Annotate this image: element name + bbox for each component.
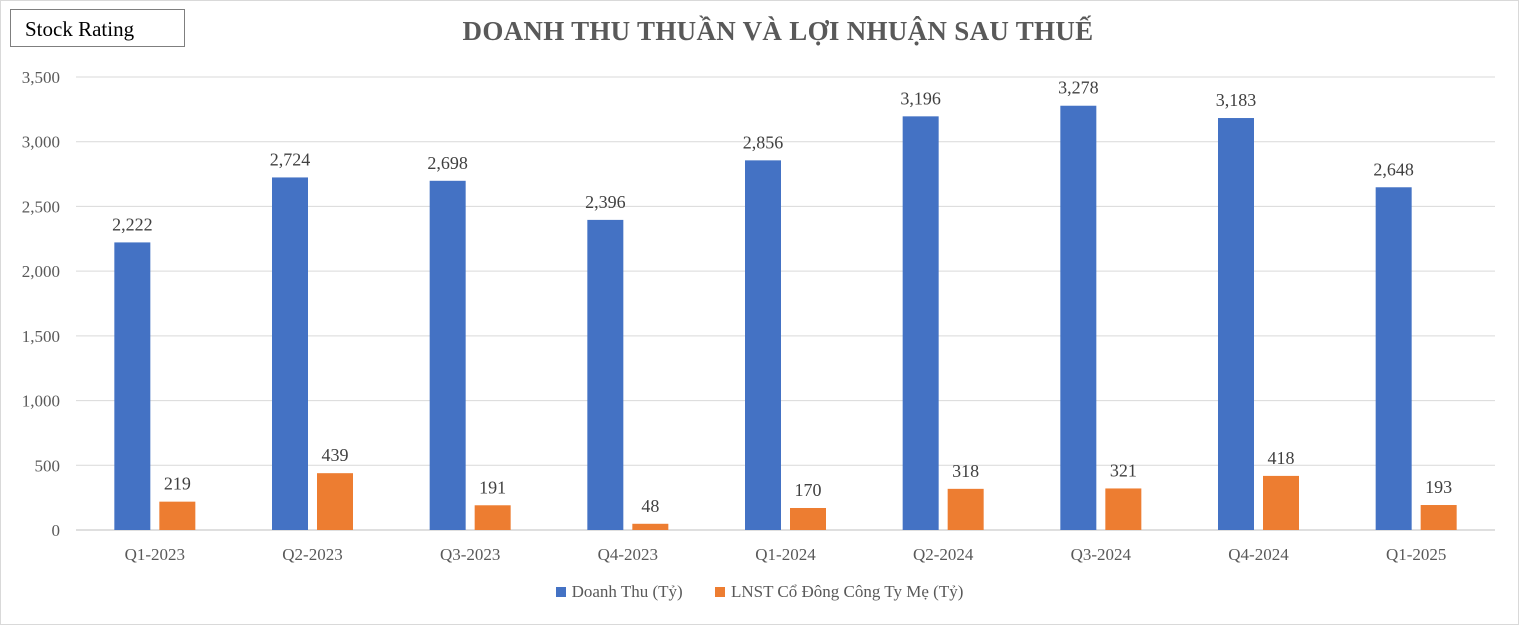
legend-label-profit: LNST Cổ Đông Công Ty Mẹ (Tỷ) xyxy=(730,582,964,601)
bar-profit xyxy=(474,505,511,530)
bar-profit xyxy=(632,523,669,530)
legend-item-profit: LNST Cổ Đông Công Ty Mẹ (Tỷ) xyxy=(714,582,964,602)
data-label-revenue: 2,856 xyxy=(743,132,784,152)
data-label-profit: 193 xyxy=(1425,477,1452,497)
data-label-profit: 219 xyxy=(164,474,191,494)
y-tick-label: 0 xyxy=(52,521,61,540)
y-tick-label: 1,500 xyxy=(22,327,60,346)
legend-label-revenue: Doanh Thu (Tỷ) xyxy=(571,582,683,601)
bar-profit xyxy=(1263,475,1299,530)
y-tick-label: 500 xyxy=(35,456,61,475)
data-label-revenue: 2,396 xyxy=(585,192,626,212)
data-label-profit: 321 xyxy=(1110,460,1137,480)
y-axis: 0 500 1,000 1,500 2,000 2,500 3,000 3,500 xyxy=(22,68,60,540)
y-tick-label: 2,500 xyxy=(22,197,60,216)
y-tick-label: 3,000 xyxy=(22,133,60,152)
data-label-revenue: 2,698 xyxy=(427,153,468,173)
x-tick-label: Q1-2025 xyxy=(1386,545,1446,564)
data-label-profit: 170 xyxy=(795,480,822,500)
data-label-profit: 418 xyxy=(1268,448,1295,468)
stock-rating-label: Stock Rating xyxy=(25,17,135,41)
data-label-profit: 439 xyxy=(322,445,349,465)
x-tick-label: Q2-2024 xyxy=(913,545,974,564)
data-labels: 2,222 219 2,724 439 2,698 191 2,396 48 2,856 170 3… xyxy=(112,78,1452,516)
data-label-revenue: 2,222 xyxy=(112,214,153,234)
legend-swatch-revenue xyxy=(555,587,566,597)
data-label-profit: 48 xyxy=(641,496,659,516)
x-tick-label: Q1-2023 xyxy=(125,545,185,564)
x-tick-label: Q3-2023 xyxy=(440,545,500,564)
legend: Doanh Thu (Tỷ) LNST Cổ Đông Công Ty Mẹ (… xyxy=(0,582,1519,602)
bar-profit xyxy=(159,501,196,530)
bar-revenue xyxy=(429,180,466,531)
bar-revenue xyxy=(745,160,781,531)
stock-rating-badge: Stock Rating xyxy=(10,9,185,47)
bar-revenue xyxy=(272,177,308,530)
data-label-profit: 318 xyxy=(952,461,979,481)
x-tick-label: Q4-2023 xyxy=(598,545,658,564)
y-tick-label: 2,000 xyxy=(22,262,60,281)
x-tick-label: Q1-2024 xyxy=(755,545,816,564)
x-tick-label: Q4-2024 xyxy=(1228,545,1289,564)
bar-profit xyxy=(790,507,826,530)
bar-profit xyxy=(1420,505,1457,530)
bar-profit xyxy=(317,473,353,530)
y-tick-label: 3,500 xyxy=(22,68,60,87)
chart-title: DOANH THU THUẦN VÀ LỢI NHUẬN SAU THUẾ xyxy=(462,16,1094,46)
legend-swatch-profit xyxy=(714,587,725,597)
legend-item-revenue: Doanh Thu (Tỷ) xyxy=(555,582,683,602)
gridlines xyxy=(76,76,1495,531)
bar-revenue xyxy=(1218,118,1254,530)
bar-revenue xyxy=(114,242,151,530)
bar-profit xyxy=(947,488,984,530)
data-label-revenue: 3,183 xyxy=(1216,90,1257,110)
bar-revenue xyxy=(902,116,939,530)
x-tick-label: Q2-2023 xyxy=(282,545,342,564)
data-label-profit: 191 xyxy=(479,477,506,497)
data-label-revenue: 2,724 xyxy=(270,149,311,169)
data-label-revenue: 3,196 xyxy=(900,88,941,108)
y-tick-label: 1,000 xyxy=(22,392,60,411)
bar-profit xyxy=(1105,488,1142,530)
x-tick-label: Q3-2024 xyxy=(1071,545,1132,564)
bar-revenue xyxy=(587,219,624,530)
data-label-revenue: 2,648 xyxy=(1373,159,1414,179)
bars xyxy=(114,105,1457,531)
bar-revenue xyxy=(1060,105,1097,530)
x-axis: Q1-2023 Q2-2023 Q3-2023 Q4-2023 Q1-2024 Q2-20… xyxy=(125,545,1447,564)
bar-revenue xyxy=(1375,187,1412,531)
data-label-revenue: 3,278 xyxy=(1058,78,1099,98)
